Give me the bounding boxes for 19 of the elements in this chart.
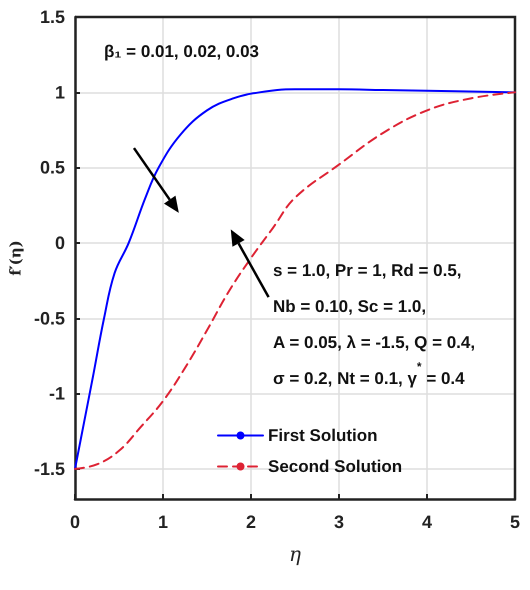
x-tick-label: 3 [334,512,344,532]
y-tick-label: 1.5 [40,7,65,27]
x-tick-label: 1 [158,512,168,532]
annotation: s = 1.0, Pr = 1, Rd = 0.5, Nb = 0.10, Sc = 1.0, A = 0.05, λ = -1.5, Q = 0.4, σ = 0.2, Nt = 0.1, γ* = 0.4 [273,260,476,388]
y-tick-label: -0.5 [34,308,65,328]
y-axis-title: f′(η) [6,240,24,276]
y-tick-label: 1 [54,82,65,102]
legend-label: Second Solution [268,457,402,476]
x-axis-title: η [289,542,302,566]
x-tick-label: 4 [422,512,432,532]
y-tick-label: 0 [54,232,65,253]
y-tick-label: -1.5 [34,458,65,479]
y-tick-label: 0.5 [40,158,65,178]
x-tick-label: 5 [510,512,520,532]
x-tick-label: 0 [70,512,80,532]
legend-label: First Solution [268,426,378,445]
annotation: β₁ = 0.01, 0.02, 0.03 [104,42,259,62]
x-tick-label: 2 [246,512,256,532]
y-tick-label: -1 [48,384,65,404]
